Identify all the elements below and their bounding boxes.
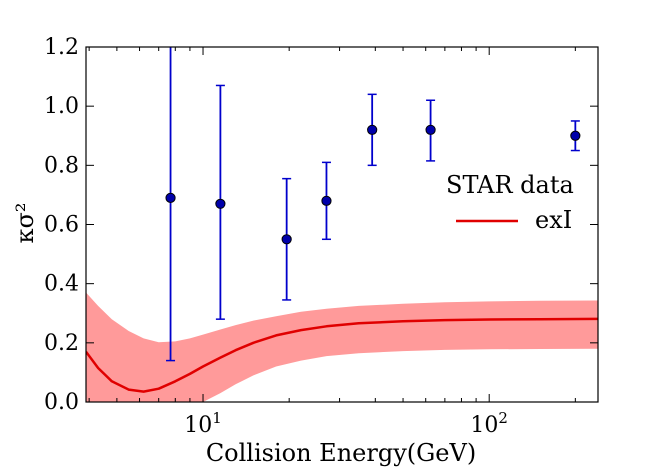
legend-entry-exi: exI (535, 206, 572, 234)
y-tick-label-1: 0.2 (44, 331, 79, 356)
y-tick-label-2: 0.4 (44, 272, 79, 297)
data-point-4 (367, 124, 378, 135)
y-tick-label-3: 0.6 (44, 213, 79, 238)
y-tick-label-5: 1.0 (44, 94, 79, 119)
y-tick-label-0: 0.0 (44, 390, 79, 415)
tick-label-layer: 0.0 0.2 0.4 0.6 0.8 1.0 1.2 101 102 (44, 35, 508, 438)
data-point-0 (165, 192, 176, 203)
x-tick-label-1: 102 (470, 409, 508, 438)
data-point-5 (425, 124, 436, 135)
x-tick-label-0: 101 (184, 409, 222, 438)
data-point-3 (321, 195, 332, 206)
y-axis-label: κσ² (11, 202, 39, 243)
legend: STAR data exI (446, 171, 574, 234)
exi-line (86, 317, 598, 393)
line-layer (86, 317, 598, 393)
data-point-6 (570, 130, 581, 141)
data-point-2 (281, 234, 292, 245)
y-tick-label-4: 0.8 (44, 153, 79, 178)
data-point-1 (215, 198, 226, 209)
errorbar-layer (165, 47, 581, 362)
x-axis-label: Collision Energy(GeV) (206, 439, 476, 467)
tick-layer (86, 46, 598, 403)
y-tick-label-6: 1.2 (44, 35, 79, 60)
legend-entry-star-data: STAR data (446, 171, 574, 199)
